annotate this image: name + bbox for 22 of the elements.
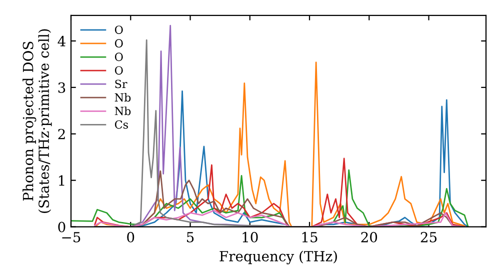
y-tick-label: 0 xyxy=(58,222,66,232)
x-tick-label: 5 xyxy=(187,232,194,242)
legend-label: O xyxy=(114,66,123,75)
x-tick-label: −5 xyxy=(62,232,80,242)
x-tick-label: 0 xyxy=(127,232,134,242)
legend-label: Sr xyxy=(115,80,128,88)
legend-label: Nb xyxy=(114,93,131,102)
x-tick-label: 20 xyxy=(361,232,378,242)
x-tick-label: 15 xyxy=(302,232,318,242)
x-tick-label: 10 xyxy=(242,232,258,242)
legend-label: Cs xyxy=(114,120,128,129)
legend-label: O xyxy=(114,52,123,62)
y-axis-title: Phonon projected DOS (States/THz·primitive cell) xyxy=(22,29,52,213)
legend-label: O xyxy=(114,26,123,34)
legend-label: O xyxy=(114,39,123,48)
y-tick-label: 1 xyxy=(58,175,64,186)
x-axis-title: Frequency (THz) xyxy=(220,250,337,264)
y-tick-label: 3 xyxy=(58,82,66,93)
y-tick-label: 4 xyxy=(58,36,66,46)
y-tick-label: 2 xyxy=(58,128,65,140)
legend-label: Nb xyxy=(114,106,131,116)
x-tick-label: 25 xyxy=(420,232,437,242)
